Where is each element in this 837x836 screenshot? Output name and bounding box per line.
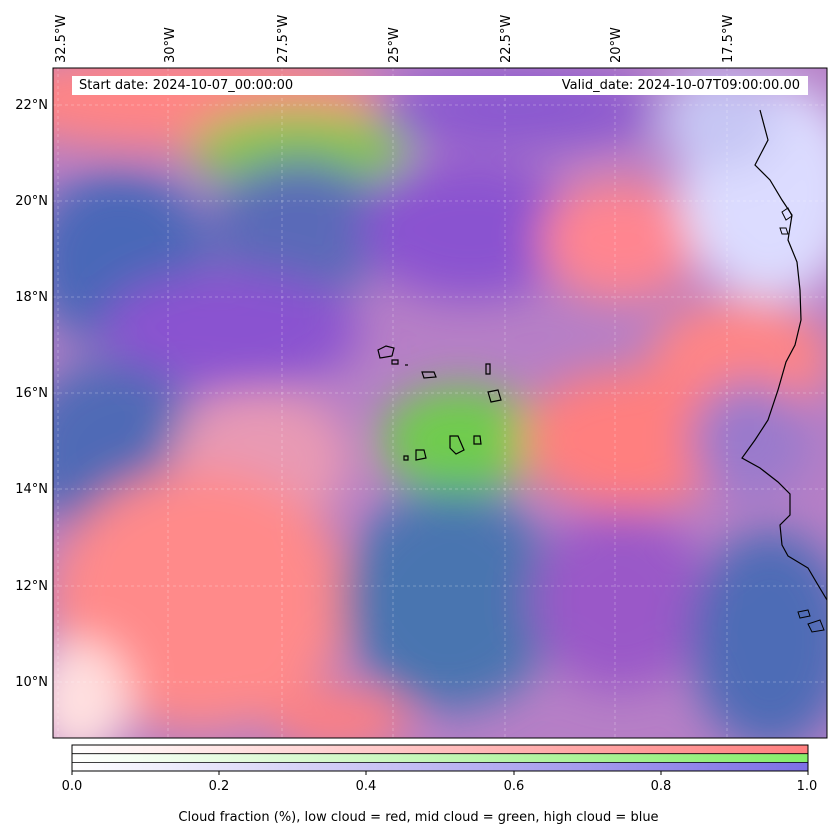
colorbar bbox=[71, 744, 809, 775]
lon-label-32-5w: 32.5°W bbox=[54, 14, 69, 63]
colorbar-high-blue bbox=[72, 762, 808, 771]
colorbar-tick-label: 1.0 bbox=[796, 779, 818, 794]
colorbar-tick-label: 0.4 bbox=[355, 779, 377, 794]
colorbar-tick-label: 0.2 bbox=[208, 779, 230, 794]
lon-label-17-5w: 17.5°W bbox=[721, 14, 736, 63]
lon-label-25w: 25°W bbox=[387, 27, 402, 63]
map-frame bbox=[52, 67, 828, 739]
colorbar-tick-label: 0.0 bbox=[61, 779, 83, 794]
lat-label-22n: 22°N bbox=[15, 98, 48, 113]
lat-label-18n: 18°N bbox=[15, 290, 48, 305]
lat-label-14n: 14°N bbox=[15, 482, 48, 497]
cloud-field bbox=[53, 68, 827, 738]
start-date-label: Start date: 2024-10-07_00:00:00 bbox=[79, 78, 294, 93]
lat-label-12n: 12°N bbox=[15, 579, 48, 594]
lon-label-27-5w: 27.5°W bbox=[276, 14, 291, 63]
valid-date-label: Valid_date: 2024-10-07T09:00:00.00 bbox=[561, 78, 800, 93]
colorbar-title: Cloud fraction (%), low cloud = red, mid… bbox=[178, 810, 659, 825]
lon-label-20w: 20°W bbox=[609, 27, 624, 63]
cape-verde-islands bbox=[377, 345, 502, 461]
colorbar-mid-green bbox=[72, 753, 808, 763]
colorbar-low-red bbox=[72, 745, 808, 754]
lat-label-20n: 20°N bbox=[15, 194, 48, 209]
colorbar-tick-label: 0.6 bbox=[503, 779, 525, 794]
lon-label-22-5w: 22.5°W bbox=[499, 14, 514, 63]
lat-label-16n: 16°N bbox=[15, 386, 48, 401]
coastline bbox=[741, 109, 827, 601]
lat-label-10n: 10°N bbox=[15, 675, 48, 690]
date-info-box: Start date: 2024-10-07_00:00:00 Valid_da… bbox=[72, 76, 808, 95]
colorbar-tick-label: 0.8 bbox=[650, 779, 672, 794]
lon-label-30w: 30°W bbox=[163, 27, 178, 63]
